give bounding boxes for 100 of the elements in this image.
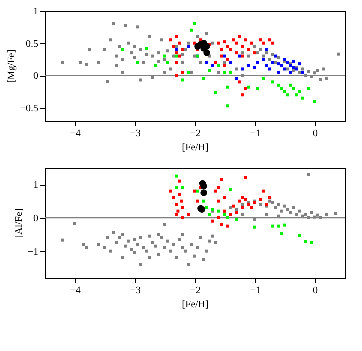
point xyxy=(278,70,280,74)
point xyxy=(218,64,220,68)
point xyxy=(176,52,178,55)
point xyxy=(164,54,166,58)
point xyxy=(236,218,238,222)
point xyxy=(176,35,178,38)
y-tick-label: −1 xyxy=(28,246,38,258)
point xyxy=(166,61,170,64)
x-tick-label: −2 xyxy=(190,286,201,296)
point xyxy=(218,200,220,203)
point xyxy=(194,22,196,26)
point xyxy=(310,242,314,244)
point xyxy=(244,176,248,180)
y-axis-title: [Al/Fe] xyxy=(14,208,25,238)
point xyxy=(302,96,304,100)
point xyxy=(154,64,158,68)
x-tick-label: −2 xyxy=(190,128,201,140)
point xyxy=(220,223,224,226)
point xyxy=(292,60,296,63)
point xyxy=(230,70,232,74)
point xyxy=(254,226,256,229)
point xyxy=(266,64,268,68)
point xyxy=(238,80,242,84)
point xyxy=(230,61,232,64)
point xyxy=(226,86,230,89)
y-axis-title: [Mg/Fe] xyxy=(6,50,18,84)
point xyxy=(188,213,190,216)
point xyxy=(292,66,296,70)
point xyxy=(224,64,226,68)
point xyxy=(280,87,284,90)
point xyxy=(236,77,238,80)
point xyxy=(272,61,274,64)
point xyxy=(208,69,212,72)
point xyxy=(176,54,178,58)
point xyxy=(182,70,184,74)
point xyxy=(242,94,244,97)
point xyxy=(230,213,232,216)
point xyxy=(208,213,212,216)
point xyxy=(214,190,218,193)
point xyxy=(242,54,244,58)
point xyxy=(218,216,220,220)
point xyxy=(226,224,230,228)
y-tick-label: 1 xyxy=(34,6,38,18)
point xyxy=(244,38,248,42)
point xyxy=(232,38,236,42)
point xyxy=(176,186,178,190)
point xyxy=(280,232,284,236)
point xyxy=(176,213,178,216)
point xyxy=(202,200,206,203)
point xyxy=(226,45,230,48)
point xyxy=(194,43,202,50)
point xyxy=(286,94,290,97)
point xyxy=(190,28,194,32)
x-tick-label: −1 xyxy=(250,128,261,140)
point xyxy=(172,196,176,200)
point xyxy=(256,87,260,90)
point xyxy=(314,100,316,104)
point xyxy=(256,61,260,64)
point xyxy=(272,42,274,45)
point xyxy=(176,203,178,206)
point xyxy=(248,48,250,52)
point xyxy=(224,54,226,58)
point xyxy=(278,62,280,66)
point xyxy=(244,198,248,202)
point xyxy=(250,206,254,210)
point xyxy=(242,196,244,200)
x-axis-title: [Fe/H] xyxy=(182,142,209,154)
point xyxy=(182,206,184,210)
point xyxy=(304,240,308,244)
point xyxy=(290,84,292,87)
point xyxy=(170,190,172,193)
point xyxy=(242,68,244,71)
point xyxy=(226,216,230,220)
point xyxy=(146,47,148,50)
point xyxy=(136,61,140,64)
point xyxy=(176,74,178,78)
point xyxy=(290,70,292,74)
point xyxy=(280,64,284,68)
point xyxy=(214,61,218,64)
point xyxy=(196,190,200,193)
point xyxy=(196,200,200,203)
point xyxy=(260,38,262,42)
point xyxy=(212,220,214,223)
point xyxy=(206,61,208,64)
point xyxy=(218,210,220,213)
point xyxy=(200,182,208,190)
point xyxy=(122,48,124,52)
point xyxy=(278,224,280,228)
y-tick-label: 0 xyxy=(34,214,38,224)
point xyxy=(272,224,274,228)
point xyxy=(238,200,242,203)
point xyxy=(262,58,266,62)
point xyxy=(170,38,172,42)
point xyxy=(308,87,310,90)
point xyxy=(200,190,208,196)
point xyxy=(188,70,190,74)
y-tick-label: 1 xyxy=(34,180,38,192)
point xyxy=(254,66,256,70)
point xyxy=(296,94,298,97)
point xyxy=(248,86,250,89)
